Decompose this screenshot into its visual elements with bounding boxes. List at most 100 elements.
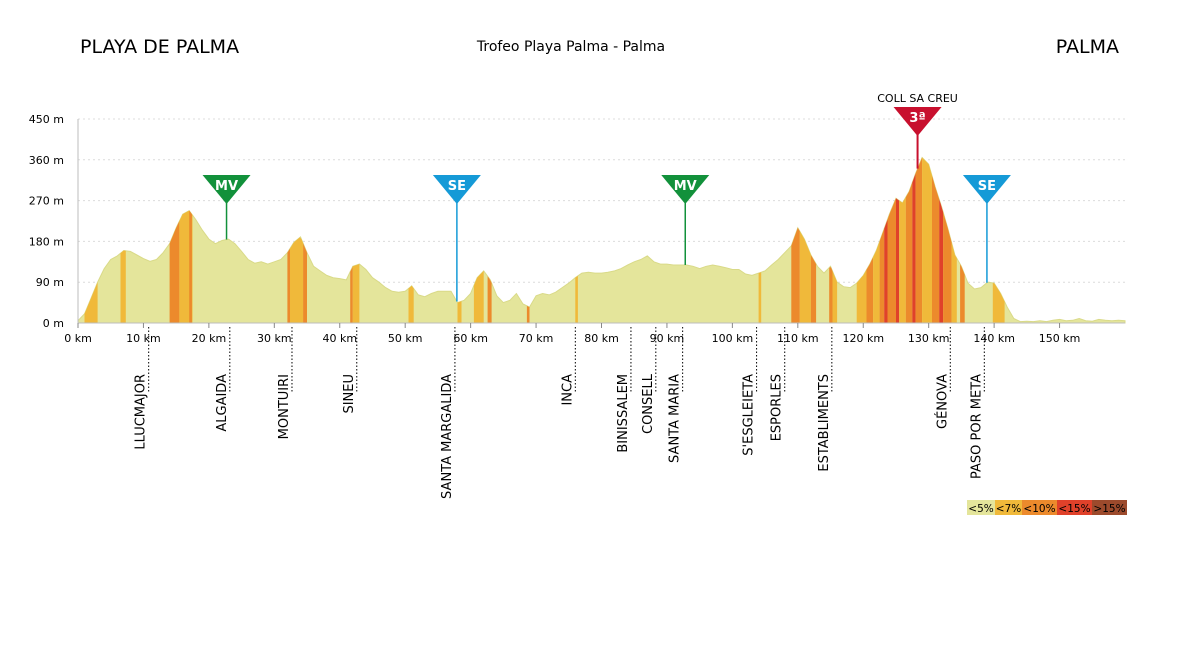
x-tick-label: 120 km [842,332,884,345]
x-tick-label: 130 km [908,332,950,345]
climb-title: COLL SA CREU [877,92,958,105]
grade-band [884,219,888,323]
se-marker-flag [962,175,1011,204]
grade-band [169,221,180,323]
marker-label: MV [215,179,238,194]
grade-band [799,231,811,323]
marker-label: SE [978,179,996,194]
town-label: SANTA MARGALIDA [440,374,455,499]
grade-band [791,227,800,323]
town-label: LLUCMAJOR [134,374,149,450]
mv-marker-flag [661,175,710,204]
grade-band [932,175,940,323]
town-label: ALGAIDA [215,374,230,432]
marker-label: MV [674,179,697,194]
legend-label: <15% [1058,503,1090,515]
legend-swatch [967,500,995,515]
y-tick-label: 450 m [29,113,64,126]
town-labels: LLUCMAJOR ALGAIDA MONTUIRI SINEU SANTA MARGA… [134,327,985,499]
y-tick-label: 0 m [43,317,64,330]
grade-band [303,243,307,323]
x-tick-label: 80 km [584,332,619,345]
y-tick-label: 180 m [29,235,64,248]
grade-band [575,275,578,323]
grade-band [866,257,874,323]
grade-band [408,285,414,323]
x-tick-label: 150 km [1039,332,1081,345]
grade-band [487,276,492,323]
grade-band [290,237,304,323]
town-label: ESPORLES [770,374,785,441]
grade-band [960,264,965,323]
grade-band [873,241,880,323]
marker-label: 3ª [909,111,925,126]
grade-band [287,248,290,323]
grade-band [856,269,867,323]
grade-band [473,270,484,323]
grade-band [457,301,462,323]
town-label: ESTABLIMENTS [817,374,832,472]
grade-band [189,210,192,323]
grade-band [758,272,762,323]
grade-band [943,211,952,323]
grade-band [526,305,530,323]
grade-band [84,282,98,323]
grade-band [905,182,913,323]
grade-band [350,266,353,323]
se-marker-flag [432,175,481,204]
x-tick-label: 0 km [64,332,92,345]
y-tick-label: 270 m [29,195,64,208]
grade-band [887,198,896,323]
y-tick-label: 360 m [29,154,64,167]
grade-band [832,271,838,323]
grade-band [896,198,900,323]
x-tick-label: 30 km [257,332,292,345]
town-label: GÉNOVA [934,374,950,429]
town-label: CONSELL [641,373,656,434]
grade-band [992,282,1005,323]
grade-band [912,173,916,323]
kom-marker-flag [893,107,942,136]
legend-swatch [1057,500,1092,515]
x-tick-label: 110 km [777,332,819,345]
town-label: INCA [560,374,575,406]
legend-swatch [995,500,1022,515]
legend-label: <10% [1023,503,1055,515]
x-tick-label: 70 km [519,332,554,345]
town-label: PASO POR META [969,374,984,479]
legend-label: <7% [996,503,1021,515]
x-tick-label: 100 km [712,332,754,345]
town-label: S'ESGLEIETA [742,374,757,456]
town-label: BINISSALEM [616,374,631,453]
race-title: Trofeo Playa Palma - Palma [476,39,666,55]
grade-band [899,197,906,323]
grade-band [915,157,923,323]
x-tick-label: 50 km [388,332,423,345]
x-tick-label: 40 km [322,332,357,345]
grade-band [939,199,944,323]
grade-band [120,250,126,323]
start-location: PLAYA DE PALMA [80,36,240,58]
town-label: SANTA MARIA [668,374,683,463]
grade-band [829,267,833,323]
legend-swatch [1022,500,1057,515]
x-tick-label: 10 km [126,332,161,345]
profile-area [77,156,1126,324]
grade-band [951,242,957,323]
legend-label: >15% [1093,503,1125,515]
marker-label: SE [448,179,466,194]
y-tick-label: 90 m [36,276,64,289]
legend-label: <5% [968,503,993,515]
grade-band [810,255,817,323]
x-tick-label: 90 km [650,332,685,345]
x-tick-label: 60 km [453,332,488,345]
grade-band [922,157,932,323]
x-tick-label: 20 km [192,332,227,345]
finish-location: PALMA [1055,36,1119,58]
town-label: SINEU [342,374,357,414]
town-label: MONTUIRI [277,374,292,439]
grade-band [352,264,360,323]
legend-swatch [1092,500,1127,515]
axes: 0 m 90 m 180 m 270 m 360 m 450 m 0 km 10 km 20 k… [29,113,1125,345]
